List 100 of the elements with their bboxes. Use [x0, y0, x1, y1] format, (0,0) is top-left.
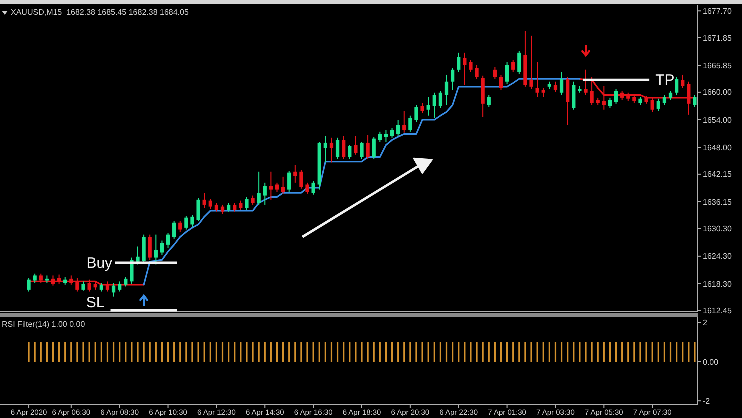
candlestick	[208, 198, 212, 210]
candlestick	[378, 131, 382, 143]
candlestick	[426, 96, 430, 116]
candlestick	[518, 50, 522, 75]
candlestick	[257, 171, 261, 206]
candlestick	[620, 90, 624, 101]
candlestick	[166, 232, 170, 249]
candlestick	[263, 182, 267, 206]
candlestick	[202, 192, 206, 209]
candlestick	[475, 64, 479, 80]
candlestick	[348, 144, 352, 160]
candlestick	[245, 196, 249, 211]
candlestick	[614, 88, 618, 104]
candlestick	[681, 74, 685, 89]
candlestick	[275, 182, 280, 193]
candlestick	[687, 81, 691, 116]
candlestick	[505, 62, 510, 85]
candlestick	[656, 98, 660, 112]
candlestick	[239, 200, 243, 211]
candlestick	[560, 72, 564, 96]
candlestick	[662, 94, 667, 106]
y-tick-label: 0.00	[703, 358, 720, 367]
y-tick-label: 1630.30	[703, 224, 732, 234]
candlestick	[396, 119, 400, 137]
candlestick	[136, 246, 140, 266]
y-tick-label: 1654.00	[703, 116, 732, 125]
candlestick	[354, 136, 358, 156]
candlestick	[148, 234, 152, 261]
candlestick	[674, 76, 679, 96]
candlestick	[438, 90, 443, 109]
candlestick	[372, 136, 376, 160]
candlestick	[536, 62, 540, 98]
candlestick	[330, 137, 334, 164]
candlestick	[324, 136, 328, 164]
candlestick	[572, 81, 576, 110]
candlestick	[27, 278, 31, 292]
y-tick-label: 1612.45	[703, 306, 732, 316]
candlestick	[487, 94, 491, 108]
candlestick	[384, 130, 388, 143]
candlestick	[112, 282, 116, 298]
candlestick	[190, 214, 194, 228]
candlestick	[306, 182, 310, 194]
candlestick	[294, 164, 298, 184]
candlestick	[342, 136, 346, 160]
candlestick	[124, 276, 128, 288]
y-tick-label: 1665.85	[703, 61, 732, 70]
candlestick	[602, 86, 606, 110]
candlestick	[668, 90, 673, 101]
candlestick	[530, 35, 534, 90]
candlestick	[269, 171, 274, 200]
candlestick	[444, 74, 449, 106]
candlestick	[566, 76, 570, 126]
candlestick	[420, 102, 424, 114]
candlestick	[336, 137, 340, 160]
ref-line-label: Buy	[86, 254, 114, 272]
candlestick	[118, 281, 122, 292]
candlestick	[457, 52, 461, 73]
candlestick	[142, 234, 146, 264]
chart-title: RSI Filter(14) 1.00 0.00	[2, 320, 86, 329]
y-tick-label: 2	[703, 318, 708, 328]
candlestick	[172, 220, 176, 240]
candlestick	[360, 142, 364, 160]
candlestick	[450, 68, 455, 91]
y-tick-label: 1618.30	[703, 280, 732, 289]
candlestick	[402, 110, 406, 134]
candlestick	[390, 128, 394, 138]
y-tick-label: 1648.00	[703, 143, 732, 152]
candlestick	[33, 273, 37, 284]
candlestick	[554, 81, 558, 92]
candlestick	[408, 115, 412, 132]
candlestick	[650, 97, 654, 113]
candlestick	[414, 104, 418, 123]
candlestick	[288, 170, 292, 193]
y-tick-label: 1636.15	[703, 198, 732, 207]
candlestick	[184, 216, 188, 230]
ref-line-label: TP	[656, 72, 675, 90]
candlestick	[693, 94, 697, 108]
candlestick	[469, 60, 473, 73]
y-tick-label: 1624.30	[703, 252, 732, 262]
candlestick	[584, 69, 588, 96]
candlestick	[499, 74, 504, 91]
ref-line-label: SL	[86, 294, 105, 312]
candlestick	[281, 176, 286, 194]
y-tick-label: -2	[703, 396, 711, 406]
y-tick-label: 1642.15	[703, 170, 732, 180]
y-tick-label: 1671.85	[703, 34, 732, 43]
y-tick-label: 1677.70	[703, 6, 732, 16]
candlestick	[608, 97, 612, 109]
chart-title: XAUUSD,M15 1682.38 1685.45 1682.38 1684.05	[11, 8, 190, 17]
candlestick	[300, 170, 304, 190]
candlestick	[160, 240, 164, 256]
y-tick-label: 1660.00	[703, 88, 732, 98]
candlestick	[178, 220, 182, 233]
candlestick	[512, 60, 516, 73]
candlestick	[82, 281, 86, 292]
candlestick	[366, 134, 370, 160]
candlestick	[196, 198, 200, 222]
candlestick	[251, 195, 255, 206]
line-series	[143, 78, 581, 286]
candlestick	[463, 52, 467, 86]
